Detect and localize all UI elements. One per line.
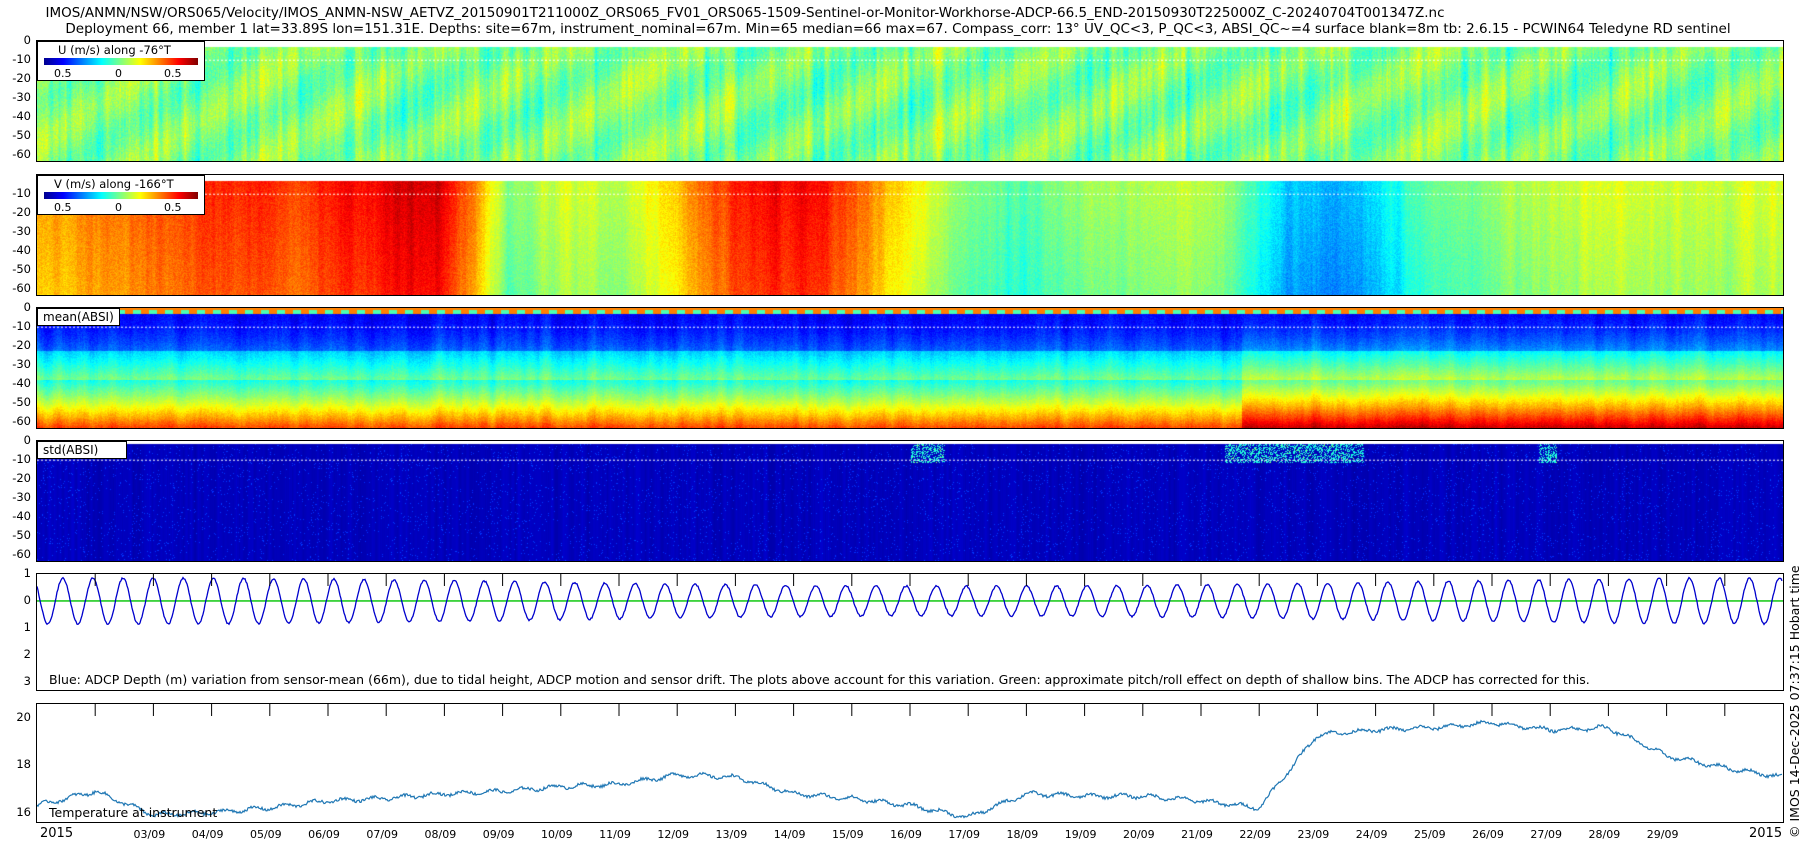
- y-tick-label: -40: [12, 243, 31, 258]
- y-tick-label: -20: [12, 471, 31, 486]
- y-tick-label: 2: [23, 646, 31, 661]
- v-velocity-colorbar: V (m/s) along -166°T 0.5 0 0.5: [37, 175, 205, 215]
- u-colorbar-tick: 0.5: [54, 67, 72, 80]
- x-tick-label: 24/09: [1355, 828, 1388, 841]
- x-tick-label: 04/09: [191, 828, 224, 841]
- y-tick-label: -10: [12, 52, 31, 67]
- x-tick-label: 15/09: [831, 828, 864, 841]
- chart-title-line1: IMOS/ANMN/NSW/ORS065/Velocity/IMOS_ANMN-…: [45, 5, 1445, 21]
- v-velocity-heatmap: V (m/s) along -166°T 0.5 0 0.5: [36, 174, 1784, 296]
- x-tick-label: 26/09: [1472, 828, 1504, 841]
- y-tick-label: 20: [16, 710, 31, 725]
- x-tick-label: 10/09: [540, 828, 573, 841]
- x-tick-label: 16/09: [890, 828, 922, 841]
- v-velocity-colorbar-label: V (m/s) along -166°T: [54, 177, 174, 191]
- mean-absi-canvas: [37, 308, 1783, 428]
- temperature-label: Temperature at instrument: [49, 805, 218, 820]
- y-tick-label: -40: [12, 376, 31, 391]
- x-axis-end-year: 2015: [1749, 826, 1783, 841]
- y-tick-label: -30: [12, 490, 31, 505]
- y-tick-label: -10: [12, 186, 31, 201]
- x-tick-label: 05/09: [249, 828, 282, 841]
- y-tick-label: 0: [23, 433, 31, 447]
- y-tick-label: 16: [16, 804, 31, 819]
- x-tick-label: 25/09: [1413, 828, 1446, 841]
- x-tick-label: 07/09: [366, 828, 399, 841]
- y-tick-label: -50: [12, 262, 31, 277]
- y-tick-label: -30: [12, 224, 31, 239]
- y-tick-label: -10: [12, 452, 31, 467]
- y-tick-label: 1: [23, 566, 31, 580]
- v-velocity-canvas: [37, 175, 1783, 295]
- y-tick-label: 0: [23, 592, 31, 607]
- chart-title-line2: Deployment 66, member 1 lat=33.89S lon=1…: [65, 21, 1731, 37]
- y-tick-label: -60: [12, 147, 31, 162]
- x-tick-label: 08/09: [424, 828, 457, 841]
- y-tick-label: -40: [12, 109, 31, 124]
- y-tick-label: -20: [12, 71, 31, 86]
- x-tick-label: 19/09: [1064, 828, 1097, 841]
- x-tick-label: 11/09: [599, 828, 631, 841]
- y-tick-label: -60: [12, 547, 31, 562]
- x-tick-label: 29/09: [1646, 828, 1679, 841]
- x-tick-label: 09/09: [482, 828, 515, 841]
- y-tick-label: -60: [12, 281, 31, 296]
- x-tick-label: 06/09: [308, 828, 340, 841]
- temperature-line: [37, 719, 1783, 819]
- temperature-plot: Temperature at instrument: [36, 703, 1784, 823]
- v-colorbar-tick: 0.5: [54, 201, 72, 214]
- std-absi-label: std(ABSI): [37, 441, 128, 459]
- y-tick-label: -20: [12, 338, 31, 353]
- std-absi-canvas: [37, 441, 1783, 561]
- depth-variation-plot: Blue: ADCP Depth (m) variation from sens…: [36, 573, 1784, 691]
- y-tick-label: 0: [23, 300, 31, 314]
- v-velocity-colorbar-gradient: [44, 192, 198, 199]
- u-colorbar-tick: 0: [115, 67, 122, 80]
- imos-timestamp-sidebar: © IMOS 14-Dec-2025 07:37:15 Hobart time: [1787, 565, 1800, 838]
- y-tick-label: 3: [23, 673, 31, 688]
- x-axis-start-year: 2015: [40, 826, 74, 841]
- v-colorbar-tick: 0.5: [164, 201, 182, 214]
- x-tick-label: 13/09: [715, 828, 748, 841]
- x-tick-label: 03/09: [133, 828, 166, 841]
- x-tick-label: 14/09: [773, 828, 806, 841]
- y-tick-label: 1: [23, 619, 31, 634]
- y-tick-label: -50: [12, 528, 31, 543]
- x-tick-label: 27/09: [1530, 828, 1563, 841]
- y-tick-label: -60: [12, 414, 31, 429]
- x-tick-label: 23/09: [1297, 828, 1330, 841]
- y-tick-label: -50: [12, 128, 31, 143]
- y-tick-label: 18: [16, 757, 31, 772]
- depth-annotation: Blue: ADCP Depth (m) variation from sens…: [49, 672, 1590, 687]
- x-tick-label: 22/09: [1239, 828, 1272, 841]
- v-colorbar-tick: 0: [115, 201, 122, 214]
- x-tick-label: 20/09: [1122, 828, 1155, 841]
- y-tick-label: -10: [12, 319, 31, 334]
- x-tick-label: 12/09: [657, 828, 690, 841]
- u-velocity-heatmap: U (m/s) along -76°T 0.5 0 0.5: [36, 40, 1784, 162]
- y-tick-label: -30: [12, 90, 31, 105]
- x-tick-label: 17/09: [948, 828, 981, 841]
- mean-absi-label: mean(ABSI): [37, 308, 120, 326]
- x-tick-label: 18/09: [1006, 828, 1039, 841]
- std-absi-heatmap: std(ABSI): [36, 440, 1784, 562]
- x-tick-label: 28/09: [1588, 828, 1621, 841]
- u-velocity-colorbar-gradient: [44, 58, 198, 65]
- u-velocity-colorbar-label: U (m/s) along -76°T: [58, 43, 171, 57]
- y-tick-label: -40: [12, 509, 31, 524]
- temperature-svg: [37, 704, 1783, 819]
- depth-variation-svg: [37, 574, 1783, 626]
- u-velocity-canvas: [37, 41, 1783, 161]
- u-colorbar-tick: 0.5: [164, 67, 182, 80]
- y-tick-label: 0: [23, 33, 31, 47]
- y-tick-label: -20: [12, 205, 31, 220]
- mean-absi-heatmap: mean(ABSI): [36, 307, 1784, 429]
- y-tick-label: -30: [12, 357, 31, 372]
- x-tick-label: 21/09: [1181, 828, 1213, 841]
- adcp-depth-line: [37, 576, 1783, 626]
- u-velocity-colorbar: U (m/s) along -76°T 0.5 0 0.5: [37, 41, 205, 81]
- y-tick-label: -50: [12, 395, 31, 410]
